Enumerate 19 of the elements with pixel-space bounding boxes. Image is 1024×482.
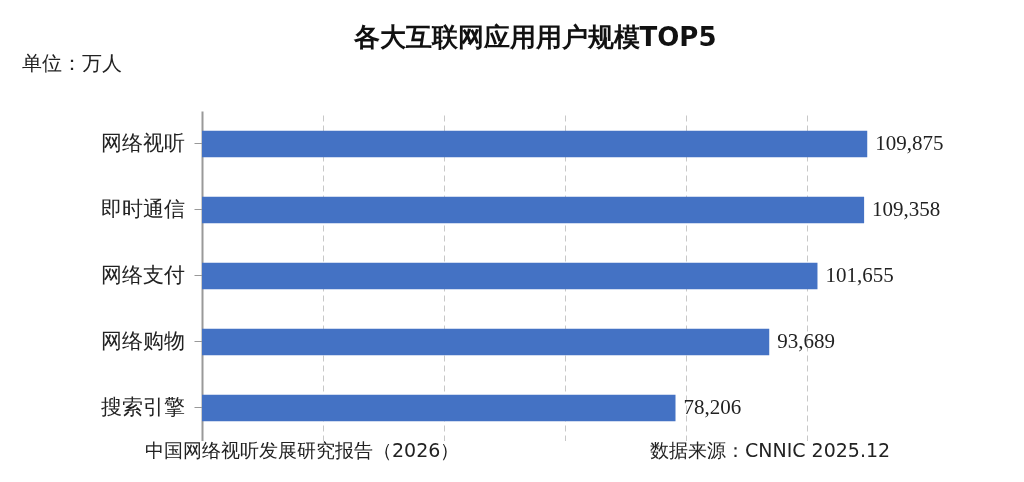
bar: [202, 130, 868, 158]
data-label: 109,358: [872, 197, 941, 221]
bar: [202, 196, 865, 224]
annotation: 数据来源：CNNIC 2025.12: [650, 438, 891, 463]
data-label: 101,655: [825, 263, 894, 287]
bar: [202, 328, 770, 356]
y-tick-label: 网络视听: [100, 131, 185, 155]
annotation: 中国网络视听发展研究报告（2026）: [145, 438, 460, 463]
y-tick-label: 即时通信: [100, 197, 185, 221]
data-label: 93,689: [777, 329, 835, 353]
bar: [202, 262, 818, 290]
y-tick-label: 搜索引擎: [100, 395, 185, 419]
bar: [202, 394, 676, 422]
y-tick-label: 网络购物: [100, 329, 185, 353]
y-tick-label: 网络支付: [100, 263, 185, 287]
data-label: 78,206: [683, 395, 742, 419]
text: 单位：万人: [22, 51, 122, 76]
data-label: 109,875: [875, 131, 944, 155]
chart-title: 各大互联网应用用户规模TOP5: [352, 22, 717, 52]
